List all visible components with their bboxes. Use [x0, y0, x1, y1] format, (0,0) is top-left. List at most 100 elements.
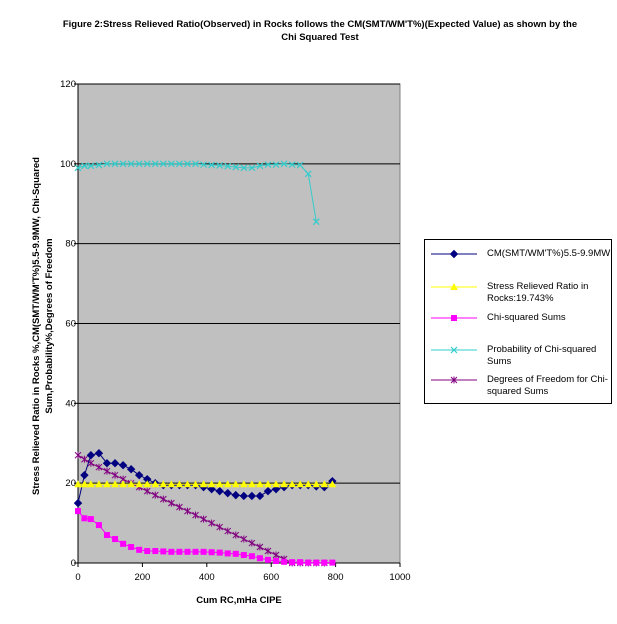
legend-marker-probability: [431, 346, 477, 354]
marker-probability: [87, 162, 95, 170]
marker-degrees-of-freedom: [224, 527, 232, 535]
marker-chi-squared: [297, 559, 304, 566]
marker-chi-squared: [75, 508, 81, 515]
legend-marker-degrees-of-freedom: [431, 376, 477, 384]
marker-probability: [111, 160, 119, 168]
marker-degrees-of-freedom: [208, 519, 215, 527]
marker-probability: [272, 161, 280, 169]
marker-probability: [176, 160, 183, 168]
marker-chi-squared: [87, 516, 94, 523]
marker-chi-squared: [95, 522, 102, 529]
marker-stress-ratio: [280, 480, 288, 488]
y-tick-label: 20: [65, 478, 76, 489]
marker-probability: [296, 161, 304, 169]
marker-probability: [240, 164, 248, 172]
marker-stress-ratio: [240, 480, 248, 488]
marker-probability: [95, 161, 103, 169]
marker-probability: [192, 160, 199, 168]
marker-degrees-of-freedom: [95, 463, 103, 471]
marker-chi-squared: [144, 548, 151, 555]
x-tick-label: 1000: [389, 572, 410, 583]
x-tick-label: 800: [328, 572, 344, 583]
marker-cm: [126, 464, 136, 474]
marker-cm: [80, 470, 89, 480]
y-tick-label: 0: [71, 558, 76, 569]
series-chi-squared: [75, 508, 336, 566]
y-tick-label: 80: [65, 239, 76, 250]
y-tick-label: 60: [65, 319, 76, 330]
marker-probability: [224, 162, 232, 170]
marker-stress-ratio: [248, 480, 256, 488]
marker-stress-ratio: [80, 480, 89, 488]
marker-legend-probability: [450, 346, 458, 354]
marker-chi-squared: [305, 559, 312, 566]
marker-degrees-of-freedom: [248, 539, 256, 547]
marker-stress-ratio: [74, 480, 82, 488]
x-tick-label: 0: [75, 572, 80, 583]
marker-degrees-of-freedom: [192, 511, 199, 519]
marker-legend-chi-squared: [451, 315, 457, 321]
x-axis-label: Cum RC,mHa CIPE: [196, 595, 282, 606]
marker-chi-squared: [152, 548, 159, 555]
marker-stress-ratio: [87, 480, 95, 488]
marker-cm: [215, 486, 224, 496]
marker-probability: [312, 218, 320, 226]
marker-stress-ratio: [288, 480, 296, 488]
marker-stress-ratio: [159, 480, 168, 488]
legend-label-stress-ratio: Stress Relieved Ratio in Rocks:19.743%: [487, 281, 589, 304]
marker-cm: [134, 470, 144, 480]
marker-chi-squared: [256, 555, 263, 562]
marker-chi-squared: [289, 559, 296, 566]
marker-degrees-of-freedom: [81, 455, 88, 463]
marker-probability: [200, 161, 208, 169]
marker-probability: [184, 160, 191, 168]
marker-chi-squared: [224, 550, 231, 557]
legend-label-degrees-of-freedom: Degrees of Freedom for Chi-squared Sums: [487, 374, 608, 397]
marker-probability: [216, 162, 224, 169]
marker-cm: [86, 451, 96, 460]
marker-chi-squared: [313, 559, 320, 566]
marker-probability: [74, 164, 82, 172]
x-tick-label: 200: [134, 572, 150, 583]
marker-chi-squared: [112, 536, 119, 543]
marker-chi-squared: [81, 515, 88, 522]
marker-chi-squared: [128, 544, 135, 551]
marker-legend-degrees-of-freedom: [450, 376, 458, 384]
marker-chi-squared: [264, 556, 271, 563]
marker-stress-ratio: [272, 480, 280, 488]
marker-probability: [127, 160, 135, 168]
marker-degrees-of-freedom: [143, 487, 151, 495]
marker-probability: [151, 160, 159, 168]
y-tick-label: 100: [60, 159, 76, 170]
marker-stress-ratio: [127, 480, 135, 488]
marker-chi-squared: [216, 549, 223, 556]
marker-cm: [94, 449, 104, 458]
marker-cm: [73, 498, 83, 508]
marker-stress-ratio: [207, 480, 216, 488]
marker-degrees-of-freedom: [184, 507, 191, 515]
marker-chi-squared: [184, 548, 191, 555]
marker-stress-ratio: [111, 480, 119, 488]
marker-stress-ratio: [183, 480, 192, 488]
marker-probability: [248, 164, 256, 172]
legend-marker-cm: [431, 249, 477, 259]
legend-marker-chi-squared: [431, 315, 477, 321]
marker-probability: [103, 160, 111, 168]
marker-chi-squared: [240, 552, 247, 559]
marker-stress-ratio: [175, 480, 184, 488]
marker-cm: [255, 491, 265, 501]
x-tick-label: 400: [199, 572, 215, 583]
series-probability: [74, 160, 320, 226]
marker-degrees-of-freedom: [74, 451, 82, 459]
marker-stress-ratio: [199, 480, 208, 488]
marker-legend-cm: [449, 249, 459, 259]
marker-chi-squared: [273, 558, 280, 565]
marker-stress-ratio: [191, 480, 200, 488]
marker-chi-squared: [321, 559, 328, 566]
y-axis-label-wrap: Stress Relieved Ratio in Rocks %,CM(SMT/…: [26, 146, 60, 506]
marker-degrees-of-freedom: [159, 495, 167, 503]
marker-chi-squared: [232, 550, 239, 557]
marker-chi-squared: [103, 532, 110, 539]
marker-stress-ratio: [312, 480, 321, 488]
